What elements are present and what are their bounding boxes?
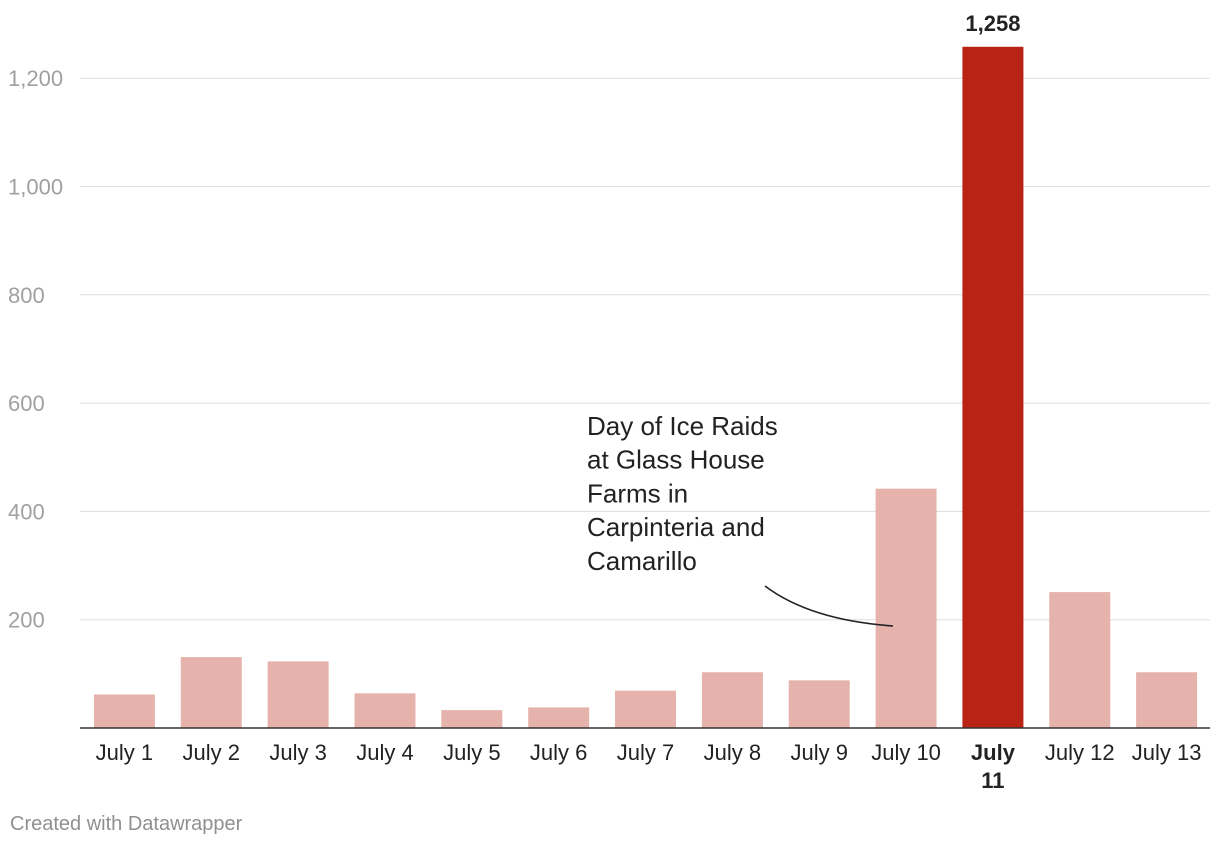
x-tick-label: July 12 bbox=[1045, 740, 1115, 765]
annotation-text: Day of Ice Raids at Glass House Farms in Ca… bbox=[587, 411, 778, 576]
x-tick-label: July 4 bbox=[356, 740, 413, 765]
annotation-arrow-line bbox=[764, 585, 894, 627]
x-tick-label: July 6 bbox=[530, 740, 587, 765]
x-tick-label: July 9 bbox=[790, 740, 847, 765]
annotation: Day of Ice Raids at Glass House Farms in Ca… bbox=[587, 411, 894, 627]
bar-july-1 bbox=[93, 694, 155, 728]
bar-july-12 bbox=[1049, 592, 1111, 728]
bar-july-11 bbox=[962, 46, 1024, 729]
value-labels: 1,258 bbox=[965, 11, 1020, 36]
bar-july-5 bbox=[441, 710, 503, 728]
x-tick-label: July 7 bbox=[617, 740, 674, 765]
bar-july-4 bbox=[354, 693, 416, 728]
bars bbox=[93, 46, 1198, 729]
bar-july-8 bbox=[701, 672, 763, 728]
bar-july-3 bbox=[267, 661, 329, 728]
bar-july-9 bbox=[788, 680, 850, 728]
x-tick-label: July 8 bbox=[704, 740, 761, 765]
x-tick-label: July 2 bbox=[183, 740, 240, 765]
y-tick-label: 600 bbox=[8, 391, 45, 416]
y-tick-label: 1,000 bbox=[8, 175, 63, 200]
y-tick-label: 1,200 bbox=[8, 66, 63, 91]
y-tick-label: 200 bbox=[8, 608, 45, 633]
x-tick-label: July 3 bbox=[269, 740, 326, 765]
bar-july-13 bbox=[1136, 672, 1198, 728]
bar-july-7 bbox=[615, 690, 677, 728]
x-tick-label: July 13 bbox=[1132, 740, 1202, 765]
bar-july-6 bbox=[528, 707, 590, 728]
x-tick-label: July 11 bbox=[971, 740, 1016, 793]
x-tick-label: July 10 bbox=[871, 740, 941, 765]
y-axis-ticks: 200 400 600 800 1,000 1,200 bbox=[8, 66, 63, 633]
y-tick-label: 800 bbox=[8, 283, 45, 308]
footer-credit: Created with Datawrapper bbox=[10, 813, 243, 835]
bar-july-10 bbox=[875, 488, 937, 728]
x-tick-label: July 1 bbox=[96, 740, 153, 765]
x-tick-label: July 5 bbox=[443, 740, 500, 765]
y-tick-label: 400 bbox=[8, 499, 45, 524]
x-axis-ticks: July 1 July 2 July 3 July 4 July 5 July 6 July… bbox=[96, 740, 1202, 793]
value-label: 1,258 bbox=[965, 11, 1020, 36]
bar-july-2 bbox=[180, 657, 242, 728]
